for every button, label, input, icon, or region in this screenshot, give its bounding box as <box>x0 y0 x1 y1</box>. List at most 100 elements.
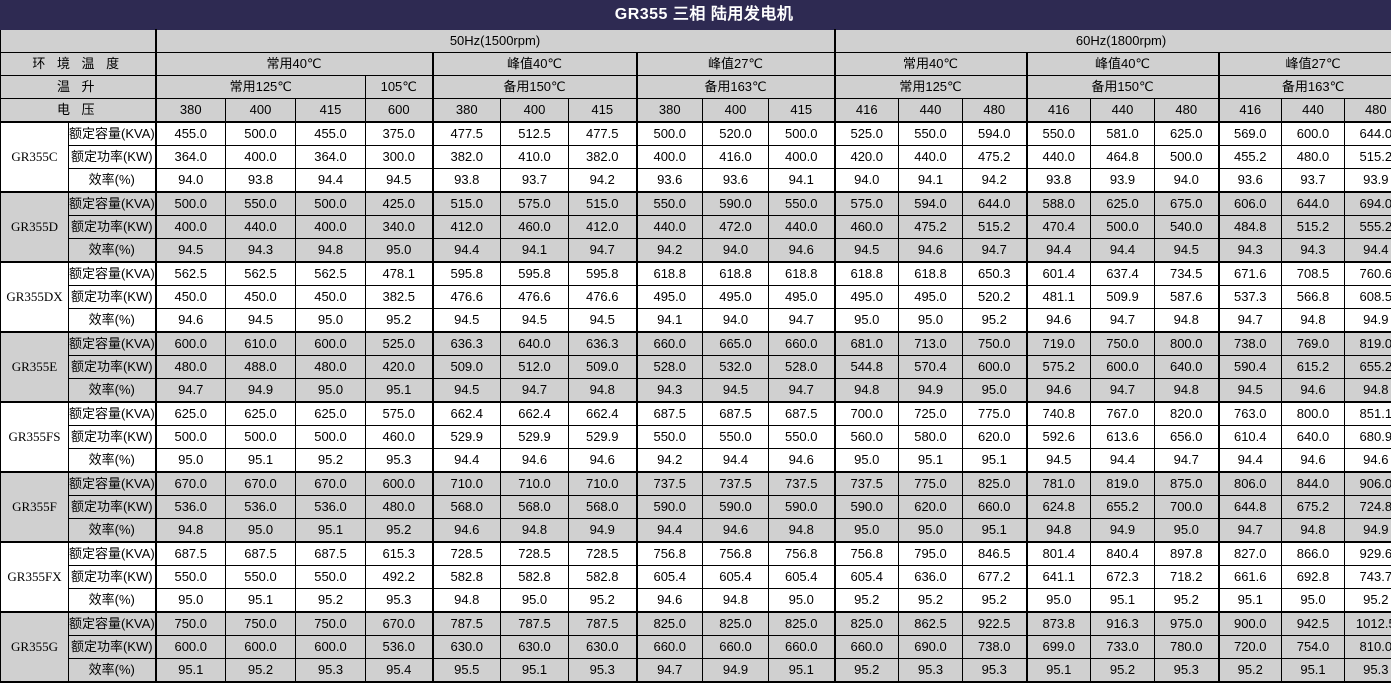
data-cell: 656.0 <box>1155 426 1219 449</box>
data-cell: 687.5 <box>703 402 769 426</box>
data-cell: 94.6 <box>1282 379 1345 403</box>
data-cell: 590.0 <box>769 496 835 519</box>
data-cell: 800.0 <box>1282 402 1345 426</box>
data-cell: 95.2 <box>835 659 899 683</box>
parameter-label-cell: 额定容量(KVA) <box>69 262 156 286</box>
data-cell: 95.2 <box>296 589 366 613</box>
data-cell: 94.7 <box>1091 309 1155 333</box>
data-cell: 440.0 <box>637 216 703 239</box>
data-cell: 460.0 <box>366 426 433 449</box>
data-cell: 94.3 <box>1219 239 1282 263</box>
data-cell: 724.8 <box>1345 496 1391 519</box>
data-cell: 613.6 <box>1091 426 1155 449</box>
data-cell: 690.0 <box>899 636 963 659</box>
voltage-header: 440 <box>1091 99 1155 123</box>
model-name-cell: GR355D <box>1 192 69 262</box>
data-cell: 94.8 <box>1345 379 1391 403</box>
data-cell: 95.1 <box>1282 659 1345 683</box>
data-cell: 94.9 <box>1345 519 1391 543</box>
voltage-header: 440 <box>899 99 963 123</box>
data-cell: 738.0 <box>963 636 1027 659</box>
data-cell: 536.0 <box>156 496 226 519</box>
data-cell: 440.0 <box>769 216 835 239</box>
data-cell: 550.0 <box>226 566 296 589</box>
voltage-header: 400 <box>703 99 769 123</box>
data-cell: 681.0 <box>835 332 899 356</box>
data-cell: 94.4 <box>1345 239 1391 263</box>
temp-rise-group-header: 105℃ <box>366 76 433 99</box>
data-cell: 95.1 <box>963 449 1027 473</box>
data-cell: 94.6 <box>1282 449 1345 473</box>
data-cell: 906.0 <box>1345 472 1391 496</box>
data-cell: 95.1 <box>1027 659 1091 683</box>
voltage-header: 480 <box>1345 99 1391 123</box>
data-cell: 475.2 <box>899 216 963 239</box>
voltage-header: 380 <box>156 99 226 123</box>
data-cell: 94.3 <box>226 239 296 263</box>
data-cell: 94.8 <box>1155 379 1219 403</box>
data-cell: 94.5 <box>835 239 899 263</box>
data-cell: 528.0 <box>637 356 703 379</box>
data-cell: 455.2 <box>1219 146 1282 169</box>
data-cell: 94.6 <box>703 519 769 543</box>
data-cell: 95.0 <box>769 589 835 613</box>
data-cell: 694.0 <box>1345 192 1391 216</box>
data-cell: 660.0 <box>769 636 835 659</box>
data-cell: 420.0 <box>366 356 433 379</box>
data-cell: 756.8 <box>637 542 703 566</box>
data-cell: 94.7 <box>637 659 703 683</box>
data-cell: 400.0 <box>637 146 703 169</box>
data-cell: 95.2 <box>366 519 433 543</box>
data-cell: 412.0 <box>569 216 637 239</box>
data-cell: 644.0 <box>963 192 1027 216</box>
data-cell: 767.0 <box>1091 402 1155 426</box>
data-cell: 95.1 <box>1219 589 1282 613</box>
data-cell: 495.0 <box>703 286 769 309</box>
data-cell: 618.8 <box>637 262 703 286</box>
data-cell: 94.2 <box>963 169 1027 193</box>
data-cell: 728.5 <box>433 542 501 566</box>
data-cell: 566.8 <box>1282 286 1345 309</box>
data-cell: 819.0 <box>1091 472 1155 496</box>
data-cell: 825.0 <box>769 612 835 636</box>
data-cell: 660.0 <box>703 636 769 659</box>
data-cell: 94.5 <box>569 309 637 333</box>
data-cell: 520.2 <box>963 286 1027 309</box>
data-cell: 754.0 <box>1282 636 1345 659</box>
data-cell: 916.3 <box>1091 612 1155 636</box>
data-cell: 555.2 <box>1345 216 1391 239</box>
data-cell: 655.2 <box>1345 356 1391 379</box>
data-cell: 525.0 <box>366 332 433 356</box>
data-cell: 95.0 <box>899 519 963 543</box>
data-cell: 94.9 <box>1091 519 1155 543</box>
data-cell: 687.5 <box>769 402 835 426</box>
data-cell: 95.3 <box>569 659 637 683</box>
data-cell: 644.0 <box>1282 192 1345 216</box>
data-cell: 95.0 <box>226 519 296 543</box>
data-cell: 677.2 <box>963 566 1027 589</box>
data-cell: 640.0 <box>1282 426 1345 449</box>
data-cell: 94.9 <box>1345 309 1391 333</box>
data-cell: 95.3 <box>1155 659 1219 683</box>
data-cell: 575.0 <box>366 402 433 426</box>
data-cell: 624.8 <box>1027 496 1091 519</box>
data-cell: 94.5 <box>226 309 296 333</box>
data-cell: 636.0 <box>899 566 963 589</box>
data-cell: 495.0 <box>637 286 703 309</box>
data-cell: 575.0 <box>835 192 899 216</box>
data-cell: 525.0 <box>835 122 899 146</box>
data-cell: 95.2 <box>1091 659 1155 683</box>
data-cell: 600.0 <box>226 636 296 659</box>
data-cell: 94.6 <box>1027 309 1091 333</box>
data-cell: 560.0 <box>835 426 899 449</box>
data-cell: 375.0 <box>366 122 433 146</box>
data-cell: 644.8 <box>1219 496 1282 519</box>
data-cell: 95.0 <box>899 309 963 333</box>
data-cell: 568.0 <box>501 496 569 519</box>
data-cell: 470.4 <box>1027 216 1091 239</box>
data-cell: 670.0 <box>366 612 433 636</box>
ambient-group-header: 峰值40℃ <box>433 53 637 76</box>
data-cell: 618.8 <box>835 262 899 286</box>
data-cell: 495.0 <box>769 286 835 309</box>
data-cell: 410.0 <box>501 146 569 169</box>
